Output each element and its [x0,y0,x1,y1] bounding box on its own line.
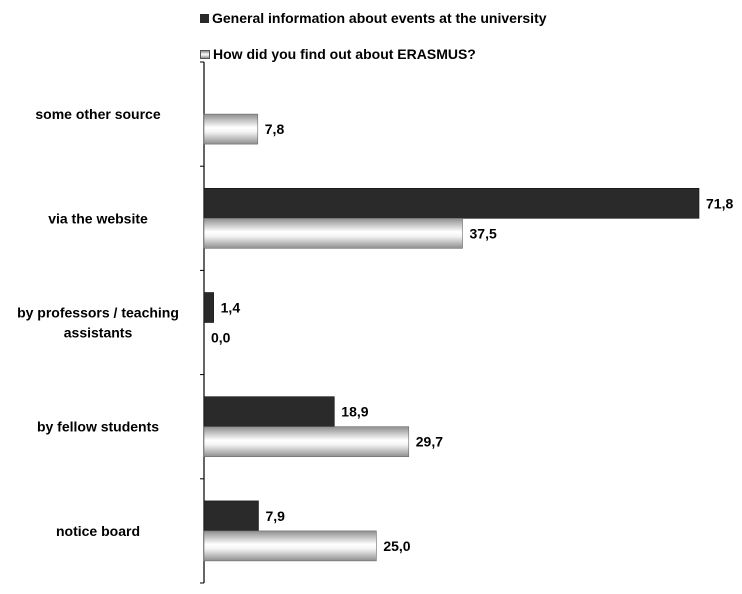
data-label: 7,9 [265,508,285,524]
legend-item-erasmus: How did you find out about ERASMUS? [200,46,476,62]
category-label: via the website [48,210,148,226]
category-label: by fellow students [37,419,159,435]
data-label: 0,0 [211,330,231,346]
legend-item-general: General information about events at the … [200,10,547,26]
data-label: 1,4 [221,300,241,316]
bar-erasmus [203,530,377,562]
legend-swatch-general [200,13,209,23]
category-label: some other source [35,106,160,122]
data-label: 7,8 [265,121,285,137]
bar-general [203,188,700,219]
bar-general [203,500,259,532]
bar-general [203,396,335,428]
data-label: 18,9 [341,404,368,420]
bar-erasmus [203,113,259,145]
data-label: 25,0 [383,538,410,554]
legend-swatch-erasmus [200,49,210,59]
data-label: 71,8 [706,195,733,211]
bar-erasmus [203,426,410,458]
category-label: by professors / teaching assistants [17,305,179,341]
data-label: 29,7 [416,434,443,450]
data-label: 37,5 [470,225,497,241]
category-label: notice board [56,523,140,539]
bar-erasmus [203,218,463,249]
legend-label-erasmus: How did you find out about ERASMUS? [213,46,476,62]
legend-label-general: General information about events at the … [212,10,547,26]
bar-general [203,292,214,323]
